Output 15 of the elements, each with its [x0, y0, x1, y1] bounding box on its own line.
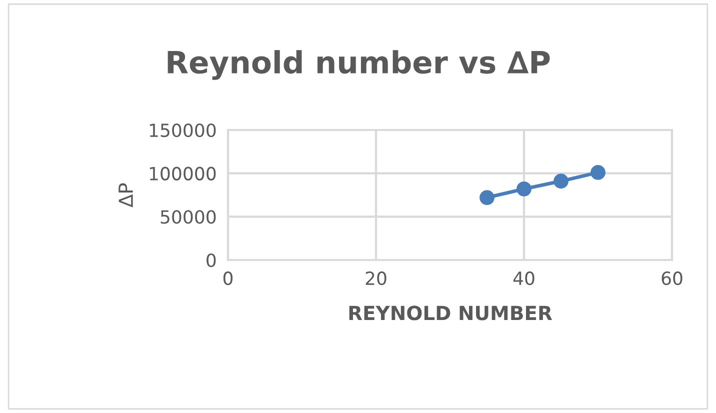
x-tick-label: 20: [366, 271, 386, 286]
point: [516, 181, 532, 196]
y-axis-title: ∆P: [118, 183, 133, 208]
x-tick-label: 0: [223, 271, 233, 286]
x-tick-label: 40: [513, 271, 534, 286]
x-tick-label: 60: [662, 271, 682, 286]
y-tick-label: 50000: [160, 210, 216, 224]
point: [480, 190, 494, 206]
point: [590, 165, 606, 180]
y-tick-label: 0: [206, 253, 216, 268]
point: [554, 174, 568, 189]
x-axis-title: REYNOLD NUMBER: [349, 306, 552, 320]
y-tick-label: 100000: [150, 166, 216, 180]
y-tick-label: 150000: [150, 123, 216, 138]
chart-title: Reynold number vs ∆P: [168, 50, 550, 80]
